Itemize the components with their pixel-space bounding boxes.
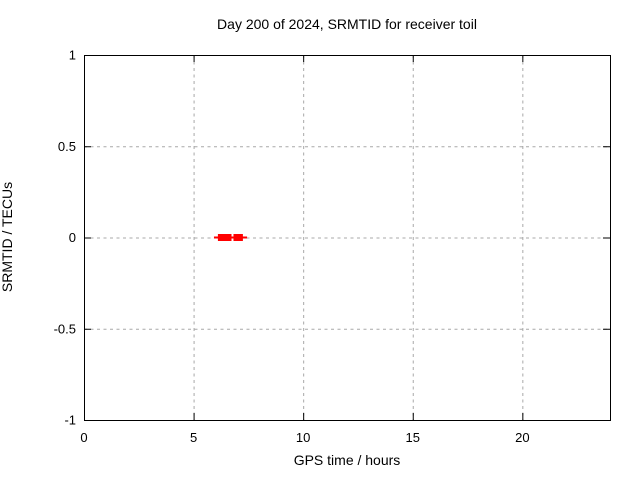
- y-tick-label: 1: [69, 48, 76, 63]
- data-series-marker-block: [233, 234, 243, 241]
- chart-title: Day 200 of 2024, SRMTID for receiver toi…: [217, 16, 477, 32]
- y-tick-label: 0.5: [58, 139, 76, 154]
- y-tick-label: -1: [64, 413, 76, 428]
- y-tick-label: -0.5: [54, 321, 76, 336]
- y-tick-label: 0: [69, 230, 76, 245]
- x-tick-label: 20: [515, 430, 529, 445]
- x-tick-label: 10: [296, 430, 310, 445]
- x-tick-label: 0: [80, 430, 87, 445]
- x-tick-label: 15: [406, 430, 420, 445]
- data-series-marker-block: [217, 234, 232, 241]
- x-tick-label: 5: [190, 430, 197, 445]
- x-axis-label: GPS time / hours: [293, 452, 401, 468]
